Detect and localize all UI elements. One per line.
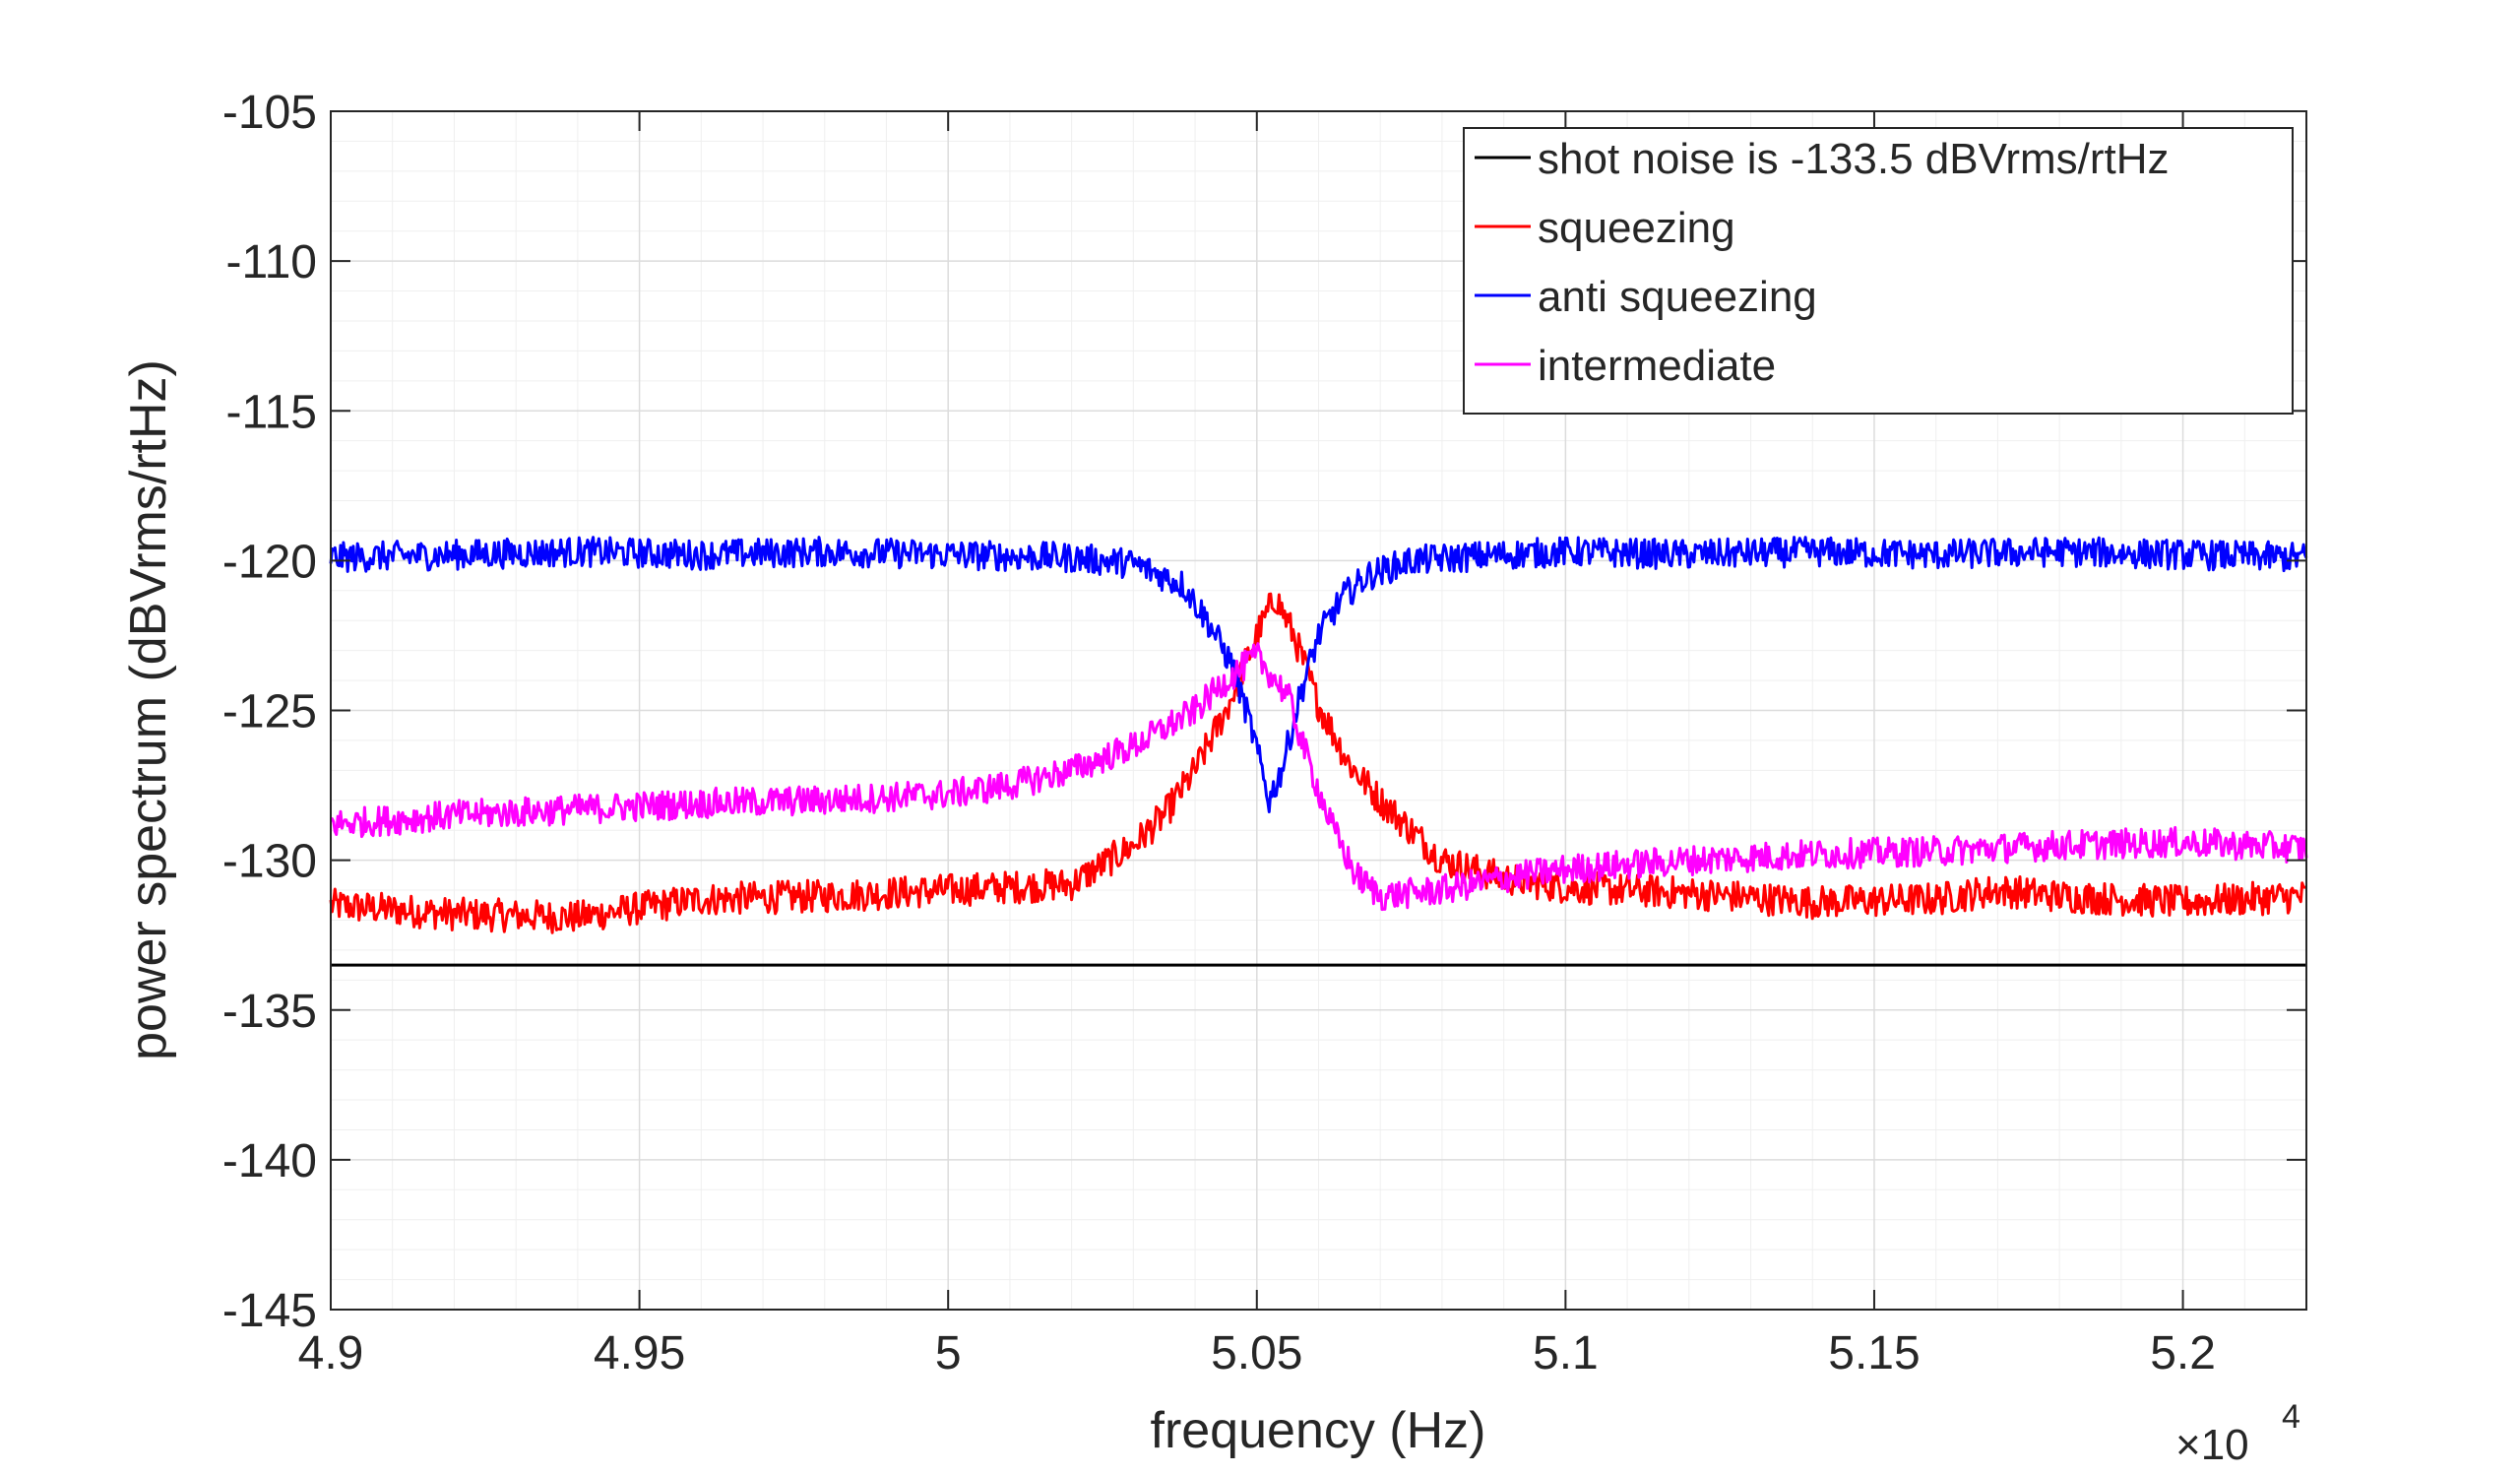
series-line-4 (329, 642, 2308, 912)
legend-label: intermediate (1538, 342, 1776, 390)
series-line-2 (329, 592, 2307, 934)
legend-label: shot noise is -133.5 dBVrms/rtHz (1538, 135, 2170, 183)
x-tick-label: 4.95 (594, 1327, 685, 1379)
grid-lines (330, 110, 2307, 1311)
y-tick-label: -130 (222, 836, 317, 888)
y-tick-label: -140 (222, 1135, 317, 1187)
x-exponent-base: ×10 (2175, 1421, 2249, 1469)
x-tick-label: 5 (935, 1327, 962, 1379)
x-axis-exponent: ×10 4 (2175, 1398, 2300, 1469)
x-exponent-power: 4 (2282, 1398, 2300, 1436)
series-lines (329, 536, 2308, 967)
y-tick-label: -125 (222, 686, 317, 738)
y-axis-label: power spectrum (dBVrms/rtHz) (120, 359, 177, 1060)
x-axis-label: frequency (Hz) (1151, 1402, 1486, 1459)
series-line-3 (329, 536, 2308, 813)
x-tick-label: 5.1 (1533, 1327, 1599, 1379)
legend-box (1463, 127, 2294, 415)
x-tick-label: 5.2 (2150, 1327, 2216, 1379)
legend: shot noise is -133.5 dBVrms/rtHz squeezin… (1463, 127, 2294, 415)
y-tick-label: -120 (222, 536, 317, 588)
y-tick-label: -135 (222, 986, 317, 1038)
x-tick-label: 4.9 (298, 1327, 364, 1379)
y-tick-label: -110 (225, 236, 317, 289)
y-tick-label: -115 (225, 386, 317, 438)
y-tick-label: -145 (222, 1285, 317, 1337)
legend-label: anti squeezing (1538, 273, 1817, 321)
legend-label: squeezing (1538, 204, 1735, 252)
x-tick-label: 5.05 (1211, 1327, 1302, 1379)
y-tick-label: -105 (222, 87, 317, 139)
x-tick-label: 5.15 (1828, 1327, 1920, 1379)
